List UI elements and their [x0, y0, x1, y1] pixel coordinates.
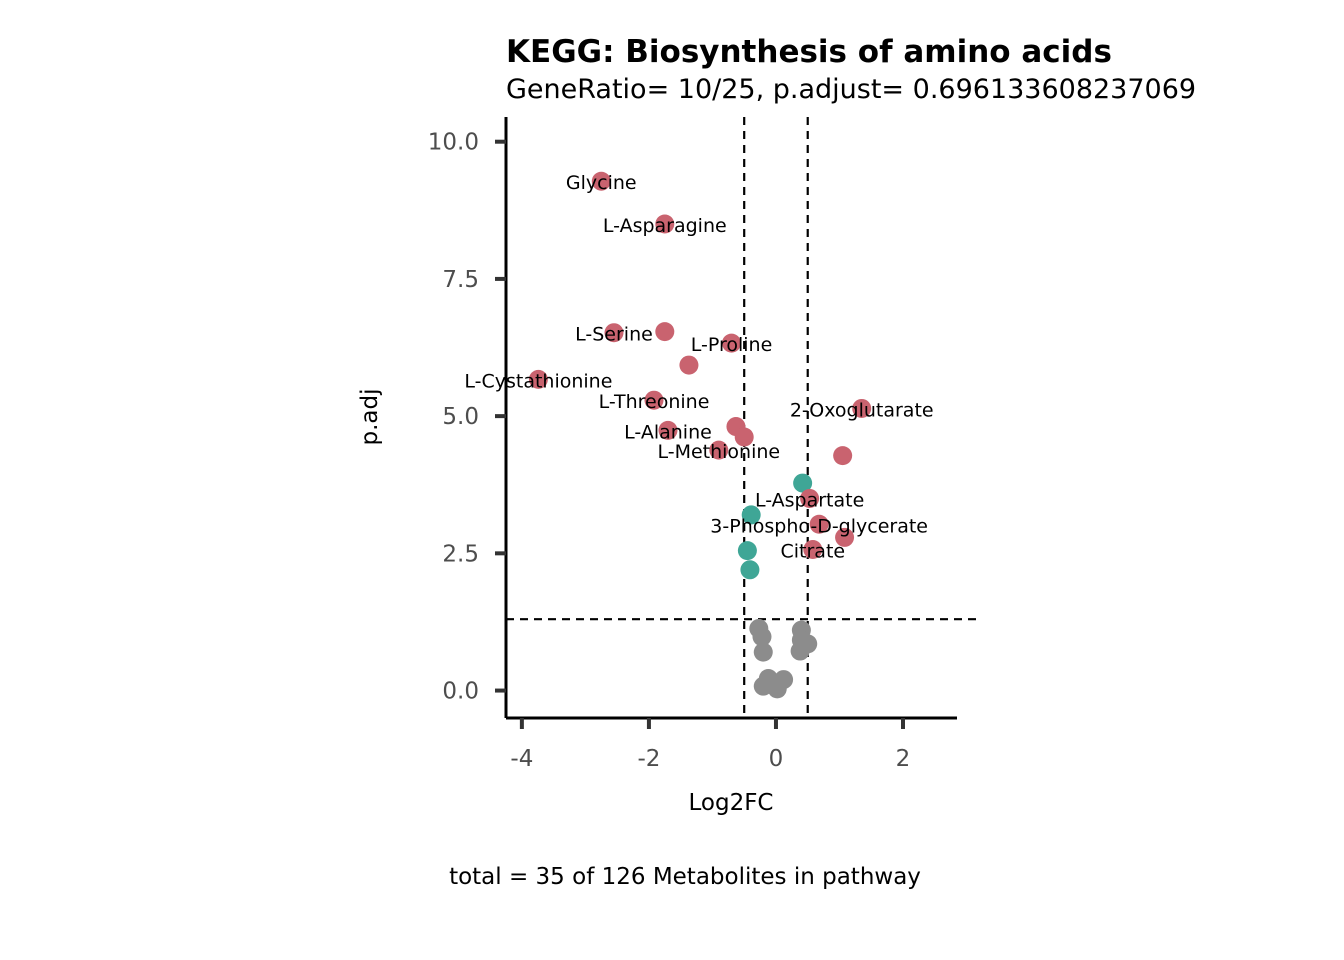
data-point: [679, 355, 699, 375]
data-point: [722, 333, 741, 353]
data-point: [803, 540, 823, 560]
y-tick-label: 5.0: [442, 404, 479, 430]
x-tick-label: -4: [510, 746, 533, 772]
data-point: [790, 641, 810, 661]
data-point: [709, 440, 729, 460]
point-label: Glycine: [566, 172, 637, 194]
data-point: [644, 390, 664, 410]
x-tick-label: -2: [637, 746, 660, 772]
data-point: [800, 488, 820, 508]
data-points: [528, 171, 872, 699]
point-label: L-Methionine: [657, 441, 780, 463]
point-label: L-Aspartate: [755, 489, 864, 511]
reference-lines: [506, 117, 977, 718]
data-point: [760, 672, 780, 692]
point-label: Citrate: [781, 541, 846, 563]
x-tick-label: 2: [896, 746, 911, 772]
chart-subtitle: GeneRatio= 10/25, p.adjust= 0.6961336082…: [506, 74, 1196, 105]
x-axis-title: Log2FC: [688, 790, 773, 816]
data-point: [737, 541, 757, 561]
y-tick-label: 7.5: [442, 267, 479, 293]
data-point: [655, 322, 675, 342]
point-label: L-Serine: [575, 324, 653, 346]
x-tick-label: 0: [769, 746, 784, 772]
point-label: L-Threonine: [599, 391, 710, 413]
data-point: [752, 627, 772, 647]
chart-caption: total = 35 of 126 Metabolites in pathway: [449, 864, 921, 890]
point-label: L-Cystathionine: [464, 370, 612, 392]
point-label: L-Proline: [691, 334, 773, 356]
data-point: [528, 369, 548, 389]
point-label: L-Asparagine: [603, 215, 727, 237]
data-point: [658, 420, 678, 440]
data-point: [591, 171, 611, 191]
x-axis: -4 -2 0 2: [506, 716, 957, 772]
data-point: [604, 323, 624, 343]
point-labels: Glycine L-Asparagine L-Serine L-Proline L-Cy…: [464, 172, 933, 562]
chart-title: KEGG: Biosynthesis of amino acids: [506, 34, 1112, 70]
data-point: [655, 214, 675, 234]
data-point: [835, 527, 855, 547]
data-point: [833, 446, 853, 466]
data-point: [740, 560, 760, 580]
point-label: L-Alanine: [624, 421, 712, 443]
point-label: 2-Oxoglutarate: [790, 399, 934, 421]
data-point: [809, 514, 829, 534]
y-axis-title: p.adj: [357, 389, 383, 446]
point-label: 3-Phospho-D-glycerate: [710, 515, 928, 537]
y-axis: 0.0 2.5 5.0 7.5 10.0: [428, 117, 508, 718]
data-point: [793, 473, 813, 493]
data-point: [753, 642, 773, 662]
y-tick-label: 10.0: [428, 130, 479, 156]
y-tick-label: 2.5: [442, 541, 479, 567]
y-tick-label: 0.0: [442, 679, 479, 705]
data-point: [741, 505, 761, 525]
data-point: [734, 427, 754, 447]
data-point: [852, 398, 872, 418]
